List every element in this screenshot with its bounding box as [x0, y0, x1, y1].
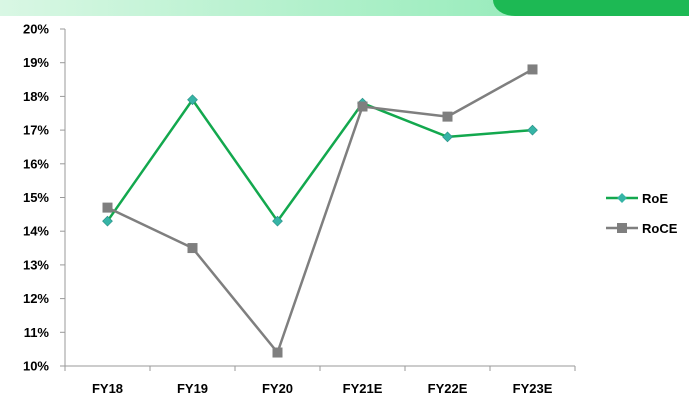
- legend-item-roe: RoE: [606, 191, 668, 206]
- y-tick-label: 20%: [23, 22, 49, 37]
- y-tick-label: 12%: [23, 291, 49, 306]
- y-axis: 20% 19% 18% 17% 16% 15% 14% 13% 12% 11% 10%: [23, 22, 66, 374]
- x-axis: FY18 FY19 FY20 FY21E FY22E FY23E: [64, 365, 576, 396]
- y-tick-label: 14%: [23, 224, 49, 239]
- data-point-roe: [442, 131, 453, 143]
- y-tick-label: 15%: [23, 190, 49, 205]
- x-tick-label: FY19: [177, 381, 208, 396]
- data-point-roce: [272, 347, 283, 358]
- data-point-roe: [527, 124, 538, 136]
- data-point-roe: [272, 215, 283, 227]
- y-tick-label: 11%: [24, 325, 50, 340]
- data-point-roe: [102, 215, 113, 227]
- series-line-roe: [106, 98, 533, 223]
- data-point-roe: [187, 94, 198, 106]
- series-lines: [102, 64, 538, 358]
- data-point-roce: [527, 64, 538, 75]
- data-point-roce: [442, 111, 453, 122]
- series-line-roce: [106, 68, 534, 354]
- y-tick-label: 18%: [23, 89, 49, 104]
- x-tick-label: FY23E: [513, 381, 553, 396]
- legend-label-roe: RoE: [642, 191, 668, 206]
- header-banner-accent: [493, 0, 689, 16]
- legend-marker-roe: [617, 193, 627, 203]
- y-tick-label: 16%: [23, 156, 49, 171]
- legend: RoE RoCE: [606, 191, 678, 236]
- x-tick-label: FY18: [92, 381, 123, 396]
- y-tick-label: 13%: [23, 257, 49, 272]
- data-point-roce: [187, 243, 198, 254]
- legend-label-roce: RoCE: [642, 221, 678, 236]
- data-point-roce: [102, 202, 113, 213]
- y-tick-label: 17%: [23, 123, 49, 138]
- y-tick-label: 10%: [23, 359, 49, 374]
- x-tick-label: FY20: [262, 381, 293, 396]
- data-point-roce: [357, 101, 368, 112]
- y-tick-label: 19%: [23, 55, 49, 70]
- x-tick-label: FY21E: [343, 381, 383, 396]
- x-tick-label: FY22E: [428, 381, 468, 396]
- legend-item-roce: RoCE: [606, 221, 678, 236]
- legend-marker-roce: [617, 223, 627, 233]
